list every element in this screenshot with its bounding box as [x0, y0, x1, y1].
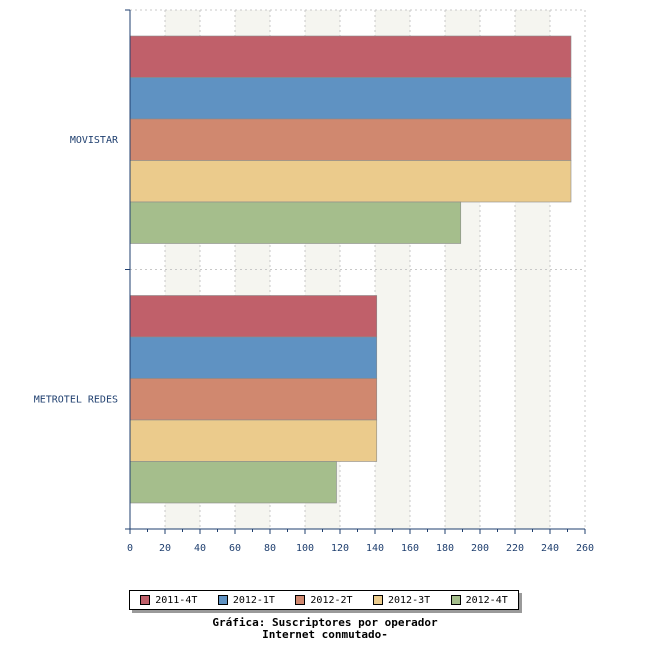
bar — [129, 35, 572, 78]
x-tick-label: 160 — [401, 543, 419, 554]
x-tick-label: 60 — [229, 543, 241, 554]
legend-label: 2011-4T — [155, 594, 198, 606]
legend-item: 2012-2T — [295, 594, 353, 606]
legend-label: 2012-3T — [388, 594, 431, 606]
legend-swatch — [450, 595, 461, 605]
legend-label: 2012-1T — [232, 594, 275, 606]
legend-swatch — [373, 595, 383, 605]
x-tick-label: 20 — [159, 543, 171, 554]
axis-labels: MOVISTAR METROTEL REDES 0 20 40 60 80 100 120 140… — [34, 135, 594, 554]
bar — [129, 378, 378, 421]
x-tick-label: 260 — [576, 543, 594, 554]
bars — [129, 35, 572, 504]
caption-line-2: Internet conmutado- — [262, 628, 388, 641]
bar — [129, 77, 572, 120]
legend: 2011-4T 2012-1T 2012-2T 2012-3T 2012-4T — [129, 590, 519, 610]
x-tick-label: 100 — [296, 543, 314, 554]
x-tick-label: 220 — [506, 543, 524, 554]
bar — [129, 336, 378, 379]
legend-item: 2012-3T — [373, 595, 430, 606]
bar — [129, 201, 462, 244]
x-tick-label: 140 — [366, 543, 384, 554]
x-tick-label: 80 — [264, 543, 276, 554]
legend-label: 2012-2T — [310, 594, 353, 606]
category-label: METROTEL REDES — [34, 394, 118, 405]
bar — [129, 295, 378, 338]
legend-label: 2012-4T — [465, 594, 508, 606]
bar — [129, 160, 572, 203]
legend-item: 2011-4T — [140, 595, 197, 606]
legend-swatch — [217, 595, 228, 605]
x-tick-label: 240 — [541, 543, 559, 554]
x-tick-label: 40 — [194, 543, 206, 554]
caption-line-1: Gráfica: Suscriptores por operador — [212, 616, 438, 629]
x-tick-label: 120 — [331, 543, 349, 554]
bar — [129, 118, 572, 161]
axes — [125, 9, 586, 534]
legend-swatch — [140, 595, 151, 605]
x-tick-label: 0 — [127, 543, 133, 554]
legend-item: 2012-1T — [217, 594, 275, 606]
legend-swatch — [295, 595, 306, 605]
bar — [129, 419, 378, 462]
category-label: MOVISTAR — [70, 135, 119, 146]
bar — [129, 461, 337, 504]
x-tick-label: 180 — [436, 543, 454, 554]
x-tick-label: 200 — [471, 543, 489, 554]
legend-item: 2012-4T — [450, 594, 508, 606]
